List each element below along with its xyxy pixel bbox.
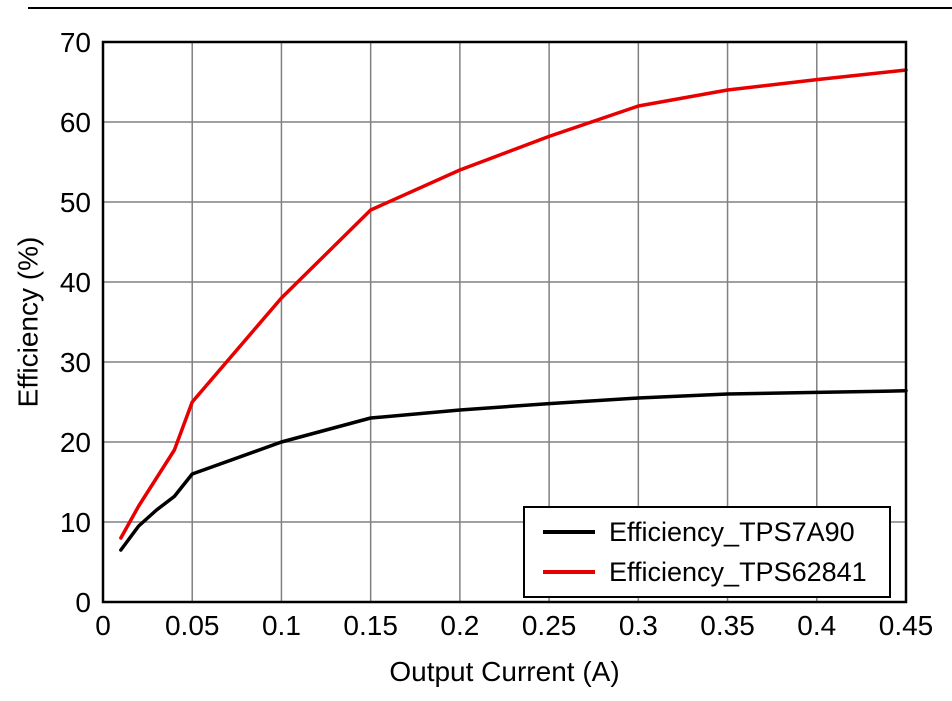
top-rule bbox=[28, 7, 952, 9]
series-line-Efficiency_TPS62841 bbox=[119, 68, 908, 540]
legend-swatch-tps7a90 bbox=[543, 530, 595, 534]
x-tick-label: 0.25 bbox=[522, 610, 577, 641]
y-tick-label: 30 bbox=[60, 347, 91, 378]
x-tick-label: 0.4 bbox=[797, 610, 836, 641]
y-axis-label: Efficiency (%) bbox=[12, 236, 44, 408]
y-axis-label-wrap: Efficiency (%) bbox=[2, 42, 54, 602]
x-tick-label: 0.05 bbox=[165, 610, 220, 641]
y-tick-label: 0 bbox=[75, 587, 91, 618]
y-tick-label: 40 bbox=[60, 267, 91, 298]
legend: Efficiency_TPS7A90 Efficiency_TPS62841 bbox=[523, 506, 891, 598]
y-tick-label: 10 bbox=[60, 507, 91, 538]
y-tick-label: 20 bbox=[60, 427, 91, 458]
x-tick-label: 0.2 bbox=[440, 610, 479, 641]
x-tick-label: 0.45 bbox=[879, 610, 934, 641]
legend-label-tps62841: Efficiency_TPS62841 bbox=[609, 556, 867, 587]
legend-item: Efficiency_TPS7A90 bbox=[525, 516, 889, 548]
x-tick-label: 0.15 bbox=[343, 610, 398, 641]
x-tick-label: 0.3 bbox=[619, 610, 658, 641]
y-tick-label: 50 bbox=[60, 187, 91, 218]
x-tick-label: 0 bbox=[95, 610, 111, 641]
y-tick-label: 70 bbox=[60, 27, 91, 58]
series-line-Efficiency_TPS7A90 bbox=[119, 389, 908, 552]
legend-swatch-tps62841 bbox=[543, 570, 595, 574]
y-tick-label: 60 bbox=[60, 107, 91, 138]
x-tick-label: 0.35 bbox=[700, 610, 755, 641]
legend-item: Efficiency_TPS62841 bbox=[525, 556, 889, 588]
plot-border bbox=[101, 40, 908, 604]
x-tick-label: 0.1 bbox=[262, 610, 301, 641]
x-axis-label: Output Current (A) bbox=[389, 656, 620, 687]
legend-label-tps7a90: Efficiency_TPS7A90 bbox=[609, 516, 855, 547]
